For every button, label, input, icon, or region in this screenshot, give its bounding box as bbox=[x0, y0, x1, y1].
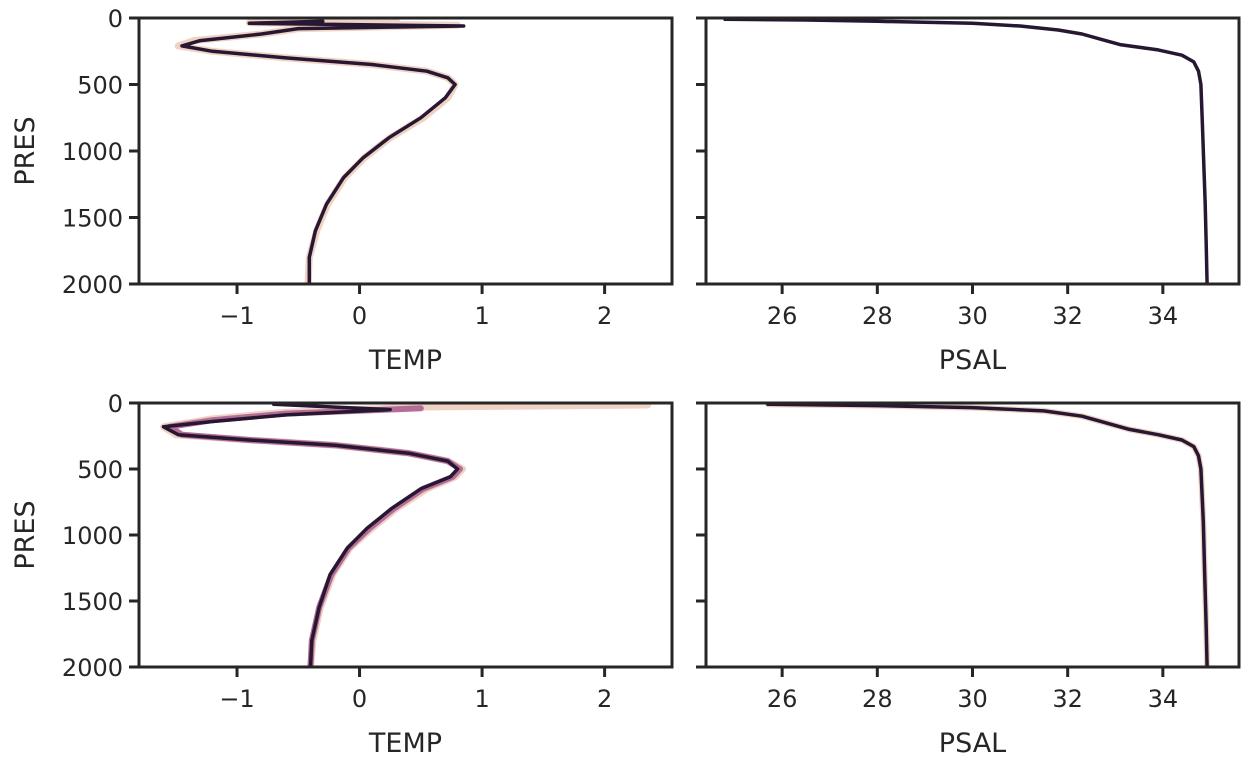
x-tick-label: 30 bbox=[957, 685, 988, 713]
x-tick-label: 0 bbox=[352, 302, 367, 330]
subplot-3: −1 0 1 2 0 500 1000 1500 2000 TEMP PRES bbox=[10, 390, 674, 759]
y-tick-label: 0 bbox=[108, 5, 123, 33]
profile-line-1 bbox=[764, 403, 1211, 667]
x-axis-label: TEMP bbox=[368, 728, 442, 759]
y-tick-label: 1000 bbox=[62, 138, 123, 166]
x-axis-label: PSAL bbox=[939, 728, 1006, 759]
series-group bbox=[174, 18, 466, 284]
subplot-2: 26 28 30 32 34 PSAL bbox=[696, 16, 1241, 376]
x-tick-label: 28 bbox=[862, 302, 893, 330]
x-tick-label: 30 bbox=[957, 302, 988, 330]
x-tick-label: 32 bbox=[1052, 685, 1083, 713]
y-tick-label: 0 bbox=[108, 390, 123, 418]
profile-line-1 bbox=[160, 403, 651, 667]
y-axis-label: PRES bbox=[10, 500, 41, 569]
series-group bbox=[764, 403, 1211, 667]
y-tick-label: 500 bbox=[77, 72, 123, 100]
plot-frame bbox=[704, 401, 1241, 669]
x-tick-label: 32 bbox=[1052, 302, 1083, 330]
x-axis-label: TEMP bbox=[368, 345, 442, 376]
y-tick-label: 2000 bbox=[62, 654, 123, 682]
y-axis-label: PRES bbox=[10, 116, 41, 185]
plot-frame bbox=[704, 16, 1241, 286]
x-tick-label: 34 bbox=[1148, 302, 1179, 330]
x-tick-label: 34 bbox=[1148, 685, 1179, 713]
x-tick-label: 26 bbox=[767, 302, 798, 330]
x-tick-label: 2 bbox=[597, 685, 612, 713]
x-axis-label: PSAL bbox=[939, 345, 1006, 376]
y-tick-label: 1500 bbox=[62, 205, 123, 233]
plot-frame bbox=[137, 16, 674, 286]
series-group bbox=[723, 18, 1209, 284]
profile-line-2 bbox=[180, 19, 466, 284]
y-tick-label: 1500 bbox=[62, 588, 123, 616]
profile-line-2 bbox=[766, 403, 1209, 667]
y-tick-label: 500 bbox=[77, 456, 123, 484]
x-tick-label: −1 bbox=[219, 302, 254, 330]
x-tick-label: 26 bbox=[767, 685, 798, 713]
subplot-1: −1 0 1 2 0 500 1000 1500 2000 TEMP PRES bbox=[10, 5, 674, 376]
x-tick-label: 1 bbox=[474, 302, 489, 330]
x-tick-label: 1 bbox=[474, 685, 489, 713]
plot-frame bbox=[137, 401, 674, 669]
x-tick-label: 0 bbox=[352, 685, 367, 713]
subplot-4: 26 28 30 32 34 PSAL bbox=[696, 401, 1241, 759]
x-tick-label: 28 bbox=[862, 685, 893, 713]
x-tick-label: −1 bbox=[219, 685, 254, 713]
profile-line-3 bbox=[161, 403, 460, 667]
y-tick-label: 1000 bbox=[62, 522, 123, 550]
series-group bbox=[160, 403, 651, 667]
profile-line-1 bbox=[723, 18, 1209, 284]
y-tick-label: 2000 bbox=[62, 271, 123, 299]
x-tick-label: 2 bbox=[597, 302, 612, 330]
